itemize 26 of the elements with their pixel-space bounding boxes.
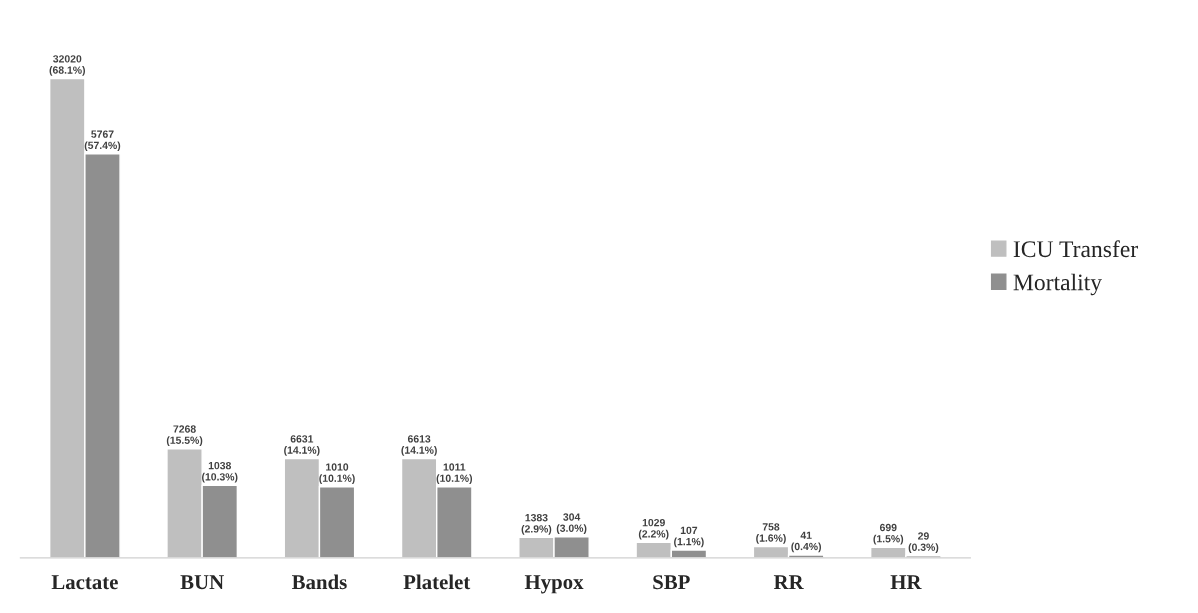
data-label: 1010 (10.1%) <box>319 463 355 484</box>
data-label: 1011 (10.1%) <box>436 463 473 484</box>
data-label: 32020 (68.1%) <box>49 55 85 76</box>
data-label: 699 (1.5%) <box>873 523 904 545</box>
data-label: 1029 (2.2%) <box>638 518 669 540</box>
x-tick-label: HR <box>890 575 922 589</box>
data-label: 5767 (57.4%) <box>84 130 121 152</box>
x-tick-label: RR <box>773 575 804 589</box>
x-tick-label: Bands <box>291 574 347 590</box>
data-label: 6613 (14.1%) <box>401 435 437 456</box>
data-label: 304 (3.0%) <box>556 513 587 534</box>
data-label: 107 (1.1%) <box>674 526 704 548</box>
x-tick-label: Lactate <box>51 575 118 590</box>
x-tick-label: SBP <box>653 575 690 590</box>
data-label: 1383 (2.9%) <box>521 513 552 535</box>
data-label: 29 (0.3%) <box>908 532 939 553</box>
data-label: 6631 (14.1%) <box>284 435 320 456</box>
legend-label: Mortality <box>1013 273 1102 296</box>
legend-label: ICU Transfer <box>1013 240 1138 258</box>
x-tick-label: BUN <box>180 575 224 590</box>
x-tick-label: Platelet <box>403 574 471 590</box>
data-label: 7268 (15.5%) <box>166 425 203 446</box>
data-label: 41 (0.4%) <box>791 531 821 553</box>
x-tick-label: Hypox <box>524 575 584 594</box>
data-label: 1038 (10.3%) <box>202 461 238 483</box>
data-label: 758 (1.6%) <box>756 523 786 544</box>
